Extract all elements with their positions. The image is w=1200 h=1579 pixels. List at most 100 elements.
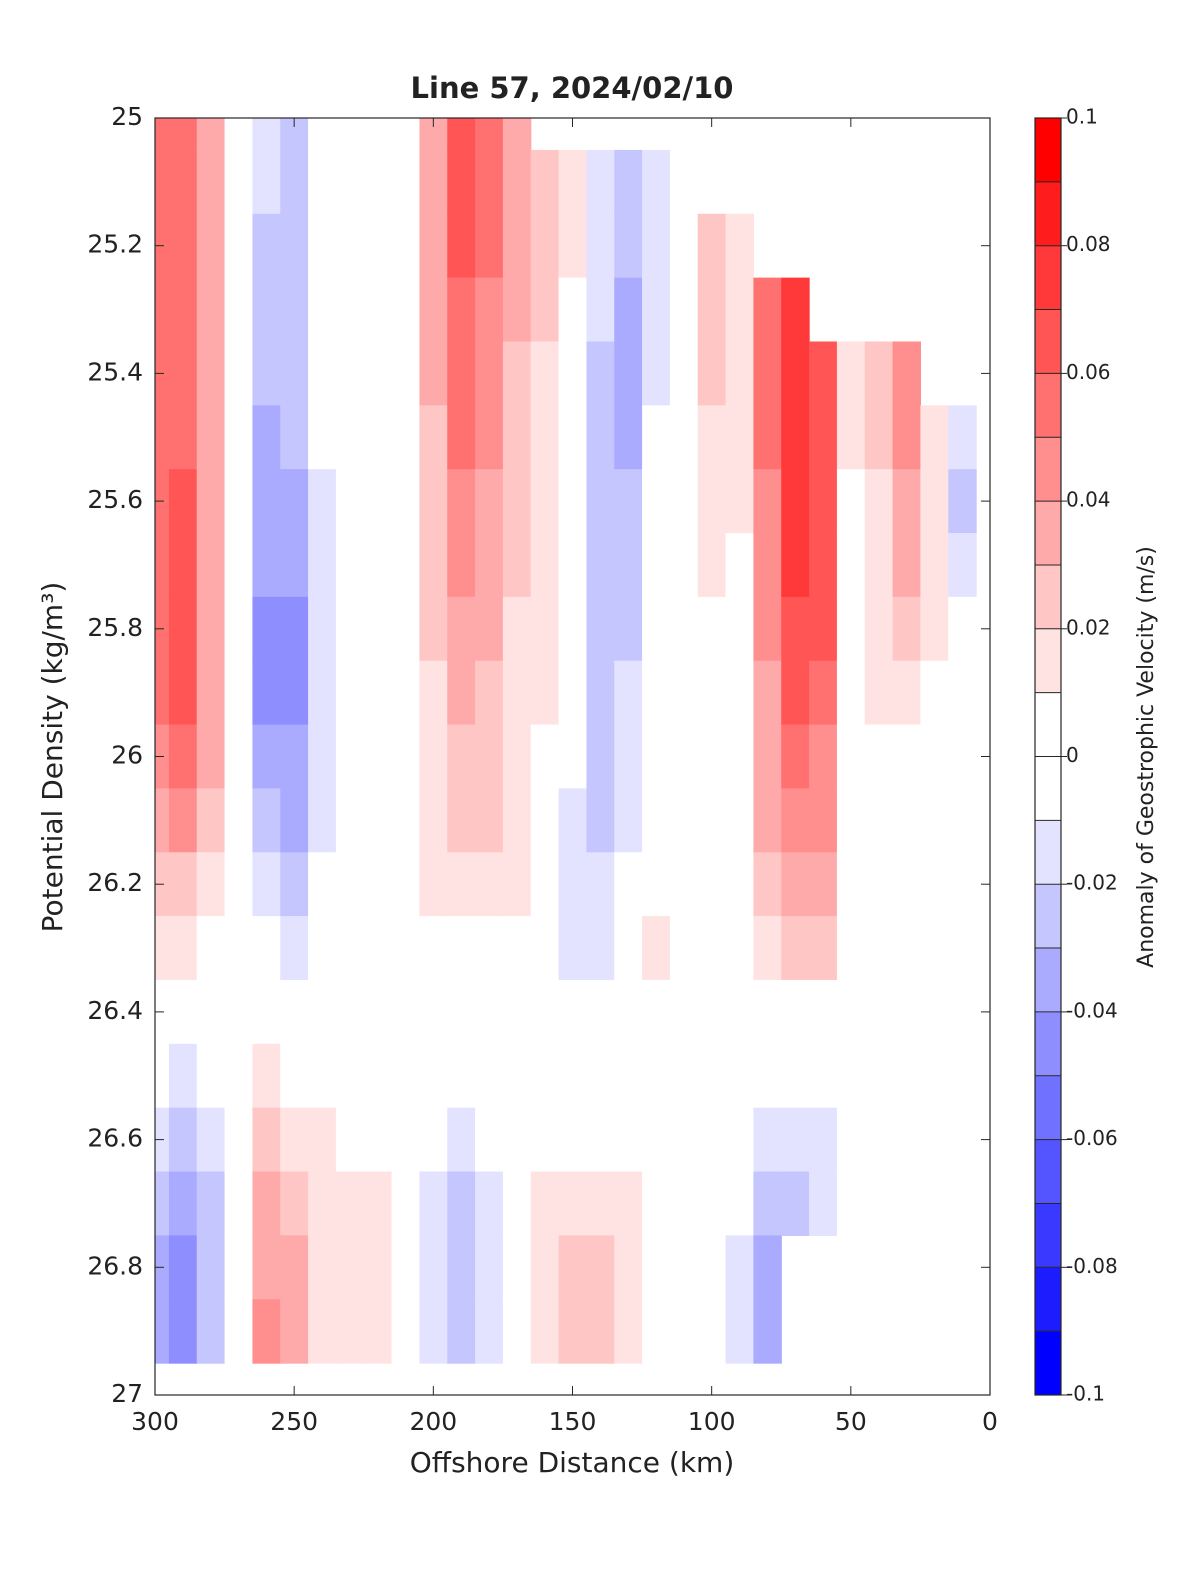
contour-cell bbox=[502, 533, 532, 598]
contour-cell bbox=[168, 213, 198, 279]
contour-cell bbox=[447, 149, 476, 215]
contour-cell bbox=[586, 277, 615, 343]
y-tick-label: 25 bbox=[111, 102, 143, 131]
contour-cell bbox=[642, 341, 671, 406]
contour-cell bbox=[753, 1299, 782, 1364]
contour-cell bbox=[586, 596, 615, 662]
contour-cell bbox=[502, 1235, 532, 1300]
contour-cell bbox=[669, 852, 699, 917]
contour-cell bbox=[530, 660, 560, 726]
contour-cell bbox=[363, 852, 393, 917]
contour-cell bbox=[864, 533, 894, 598]
contour-cell bbox=[753, 1235, 782, 1300]
contour-cell bbox=[697, 1107, 727, 1173]
y-tick-label: 25.4 bbox=[87, 357, 143, 386]
contour-cell bbox=[781, 1107, 810, 1173]
contour-cell bbox=[363, 788, 393, 853]
contour-cell bbox=[781, 660, 810, 726]
contour-cell bbox=[669, 596, 699, 662]
contour-cell bbox=[530, 213, 560, 279]
contour-cell bbox=[586, 724, 615, 790]
y-tick-label: 25.2 bbox=[87, 230, 143, 259]
contour-cell bbox=[224, 1235, 254, 1300]
contour-cell bbox=[920, 533, 949, 598]
contour-cell bbox=[196, 405, 226, 470]
contour-cell bbox=[280, 213, 309, 279]
contour-cell bbox=[948, 533, 977, 598]
contour-cell bbox=[836, 788, 866, 853]
contour-cell bbox=[224, 533, 254, 598]
contour-cell bbox=[155, 916, 170, 981]
contour-cell bbox=[558, 1171, 588, 1236]
contour-cell bbox=[725, 724, 755, 790]
contour-cell bbox=[224, 149, 254, 215]
contour-cell bbox=[391, 405, 421, 470]
contour-cell bbox=[836, 1043, 866, 1109]
contour-cell bbox=[391, 1299, 421, 1364]
contour-cell bbox=[836, 979, 866, 1045]
x-tick-label: 200 bbox=[409, 1407, 457, 1436]
contour-cell bbox=[308, 979, 337, 1045]
contour-cell bbox=[781, 277, 810, 343]
contour-cell bbox=[586, 149, 615, 215]
contour-cell bbox=[391, 1235, 421, 1300]
contour-cell bbox=[753, 788, 782, 853]
contour-cell bbox=[669, 405, 699, 470]
contour-cell bbox=[196, 341, 226, 406]
colorbar-tick-label: 0.1 bbox=[1066, 105, 1098, 129]
contour-cell bbox=[419, 469, 448, 534]
x-tick-label: 0 bbox=[982, 1407, 998, 1436]
contour-cell bbox=[155, 149, 170, 215]
contour-cell bbox=[168, 724, 198, 790]
contour-cell bbox=[280, 788, 309, 853]
contour-cell bbox=[447, 660, 476, 726]
contour-cell bbox=[155, 277, 170, 343]
contour-cell bbox=[586, 1107, 615, 1173]
contour-cell bbox=[363, 533, 393, 598]
contour-cell bbox=[363, 277, 393, 343]
contour-cell bbox=[809, 788, 838, 853]
contour-cell bbox=[475, 118, 504, 151]
y-tick-label: 26.2 bbox=[87, 868, 143, 897]
colorbar-band bbox=[1035, 437, 1061, 502]
contour-cell bbox=[864, 788, 894, 853]
contour-cell bbox=[363, 979, 393, 1045]
contour-cell bbox=[475, 1171, 504, 1236]
contour-cell bbox=[614, 916, 643, 981]
contour-cell bbox=[447, 596, 476, 662]
contour-cell bbox=[725, 788, 755, 853]
contour-cell bbox=[196, 1107, 226, 1173]
contour-cell bbox=[669, 788, 699, 853]
contour-cell bbox=[475, 1043, 504, 1109]
contour-cell bbox=[530, 1235, 560, 1300]
contour-cell bbox=[753, 852, 782, 917]
contour-cell bbox=[363, 213, 393, 279]
contour-cell bbox=[725, 1171, 755, 1236]
contour-cell bbox=[280, 1171, 309, 1236]
contour-cell bbox=[308, 852, 337, 917]
contour-cell bbox=[447, 724, 476, 790]
contour-cell bbox=[335, 277, 365, 343]
contour-cell bbox=[530, 533, 560, 598]
contour-cell bbox=[614, 596, 643, 662]
contour-cell bbox=[669, 1299, 699, 1364]
contour-cell bbox=[308, 660, 337, 726]
contour-cell bbox=[224, 405, 254, 470]
contour-cell bbox=[809, 596, 838, 662]
contour-cell bbox=[363, 341, 393, 406]
contour-cell bbox=[308, 341, 337, 406]
contour-cell bbox=[642, 1235, 671, 1300]
colorbar-tick-label: -0.08 bbox=[1066, 1254, 1118, 1278]
contour-cell bbox=[753, 533, 782, 598]
contour-cell bbox=[502, 596, 532, 662]
contour-cell bbox=[614, 1235, 643, 1300]
contour-cell bbox=[725, 277, 755, 343]
contour-cell bbox=[168, 149, 198, 215]
contour-cell bbox=[669, 277, 699, 343]
contour-cell bbox=[586, 979, 615, 1045]
contour-cell bbox=[614, 724, 643, 790]
contour-cell bbox=[419, 596, 448, 662]
contour-cell bbox=[168, 1043, 198, 1109]
contour-cell bbox=[155, 405, 170, 470]
contour-cell bbox=[697, 469, 727, 534]
